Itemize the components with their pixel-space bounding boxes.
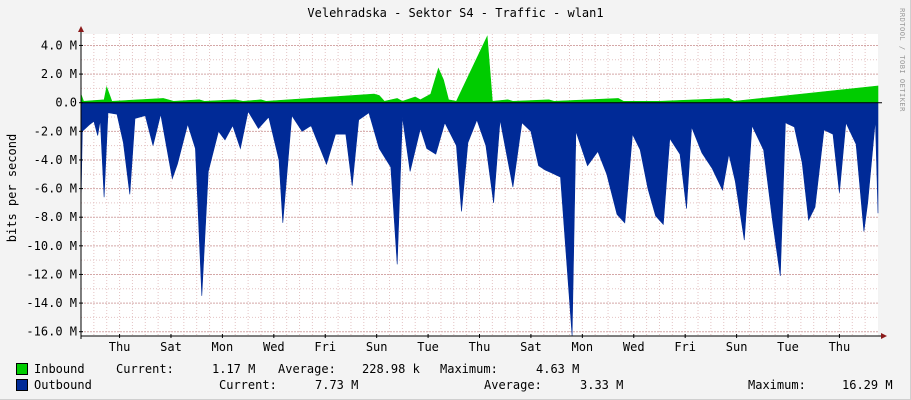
inbound-current-value: 1.17 M — [212, 362, 256, 376]
inbound-current-label: Current: — [116, 362, 174, 376]
x-tick-label: Tue — [777, 340, 799, 354]
x-tick-label: Sun — [726, 340, 748, 354]
x-axis-arrow — [881, 333, 887, 339]
inbound-maximum-label: Maximum: — [440, 362, 498, 376]
x-tick-label: Wed — [263, 340, 285, 354]
axes — [78, 26, 887, 339]
area-inbound — [80, 35, 879, 104]
inbound-maximum-value: 4.63 M — [536, 362, 580, 376]
legend-row-inbound: Inbound Current: 1.17 M Average: 228.98 … — [16, 362, 896, 378]
outbound-maximum-value: 16.29 M — [842, 378, 893, 392]
chart-title: Velehradska - Sektor S4 - Traffic - wlan… — [307, 6, 604, 20]
x-tick-labels: Thu Sat Mon Wed Fri Sun Tue Thu Sat Mon Wed Fri Sun T… — [109, 340, 851, 354]
x-tick-label: Mon — [212, 340, 234, 354]
x-tick-label: Wed — [623, 340, 645, 354]
outbound-current-label: Current: — [219, 378, 277, 392]
y-tick-label: -12.0 M — [26, 267, 77, 281]
y-tick-label: -16.0 M — [26, 325, 77, 339]
outbound-swatch — [16, 379, 28, 391]
series-areas — [80, 35, 879, 336]
x-tick-label: Mon — [571, 340, 593, 354]
y-tick-label: -4.0 M — [34, 153, 77, 167]
x-tick-label: Tue — [417, 340, 439, 354]
y-tick-label: -14.0 M — [26, 296, 77, 310]
traffic-chart: 4.0 M 2.0 M 0.0 -2.0 M -4.0 M -6.0 M -8.0 M -10… — [26, 26, 887, 354]
legend-row-outbound: Outbound Current: 7.73 M Average: 3.33 M… — [16, 378, 896, 394]
inbound-average-value: 228.98 k — [362, 362, 420, 376]
y-tick-label: -6.0 M — [34, 182, 77, 196]
outbound-current-value: 7.73 M — [315, 378, 359, 392]
outbound-maximum-label: Maximum: — [748, 378, 806, 392]
legend: Inbound Current: 1.17 M Average: 228.98 … — [16, 362, 896, 394]
x-tick-label: Fri — [314, 340, 336, 354]
inbound-label: Inbound — [34, 362, 85, 376]
outbound-average-value: 3.33 M — [580, 378, 624, 392]
x-tick-label: Sat — [520, 340, 542, 354]
x-tick-label: Fri — [674, 340, 696, 354]
y-axis-arrow — [78, 26, 84, 32]
x-tick-label: Thu — [829, 340, 851, 354]
y-tick-label: 2.0 M — [41, 67, 77, 81]
y-tick-label: -10.0 M — [26, 239, 77, 253]
x-tick-label: Thu — [109, 340, 131, 354]
y-tick-label: 4.0 M — [41, 38, 77, 52]
inbound-swatch — [16, 363, 28, 375]
y-tick-label: 0.0 — [55, 96, 77, 110]
y-tick-label: -8.0 M — [34, 210, 77, 224]
y-tick-labels: 4.0 M 2.0 M 0.0 -2.0 M -4.0 M -6.0 M -8.0 M -10… — [26, 38, 77, 338]
x-tick-label: Sun — [366, 340, 388, 354]
x-tick-label: Thu — [469, 340, 491, 354]
y-tick-label: -2.0 M — [34, 124, 77, 138]
outbound-label: Outbound — [34, 378, 92, 392]
outbound-average-label: Average: — [484, 378, 542, 392]
x-tick-label: Sat — [160, 340, 182, 354]
area-outbound — [80, 102, 879, 336]
inbound-average-label: Average: — [278, 362, 336, 376]
